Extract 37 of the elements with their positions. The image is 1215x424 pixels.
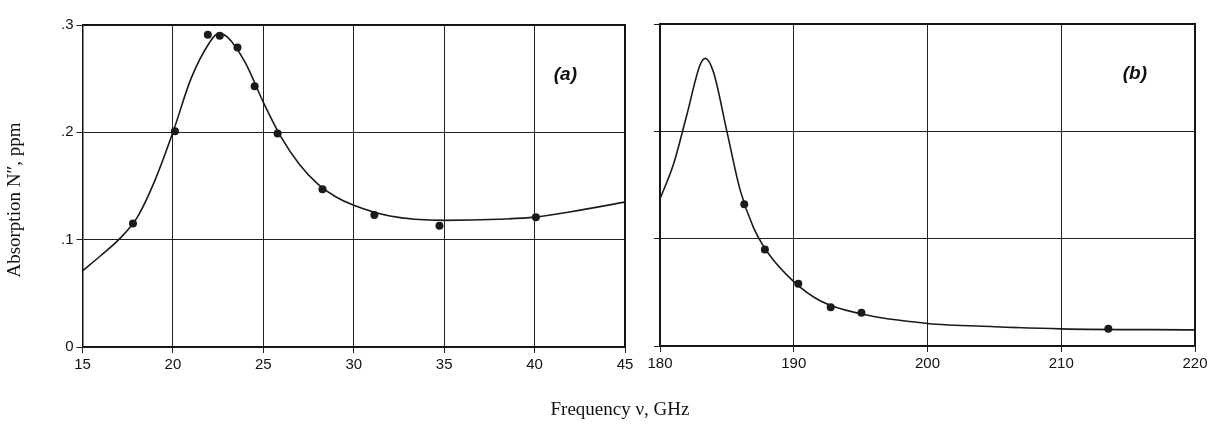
point [318, 185, 327, 194]
x-tick-label: 40 [526, 355, 543, 373]
y-tick-label: .2 [60, 122, 74, 140]
x-tick-label: 220 [1182, 354, 1208, 372]
point [215, 31, 224, 40]
point [170, 127, 179, 136]
point [794, 279, 803, 288]
x-tick-label: 20 [164, 355, 182, 373]
y-tick-label: .1 [60, 229, 74, 247]
point [740, 200, 749, 209]
x-tick-label: 210 [1048, 354, 1074, 372]
y-axis-title: Absorption N″, ppm [3, 122, 25, 278]
x-tick-label: 190 [781, 354, 807, 372]
point [826, 303, 835, 312]
point [370, 210, 379, 219]
y-tick-label: .3 [60, 15, 74, 33]
x-tick-label: 180 [647, 354, 673, 372]
x-tick-label: 25 [255, 355, 272, 373]
x-tick-label: 200 [914, 354, 941, 372]
point [760, 245, 769, 254]
point [273, 129, 282, 138]
point [250, 82, 259, 91]
x-tick-label: 35 [435, 355, 453, 373]
annotation: (a) [553, 62, 577, 84]
point [531, 213, 540, 222]
x-tick-label: 30 [345, 355, 363, 373]
x-axis-title: Frequency ν, GHz [550, 398, 690, 420]
y-tick-label: 0 [65, 337, 74, 355]
point [857, 308, 866, 317]
annotation: (b) [1122, 61, 1147, 83]
point [128, 219, 137, 228]
point [1104, 324, 1113, 333]
x-tick-label: 45 [616, 355, 634, 373]
x-tick-label: 15 [74, 355, 91, 373]
point [233, 43, 242, 52]
point [435, 221, 444, 230]
point [203, 30, 212, 39]
